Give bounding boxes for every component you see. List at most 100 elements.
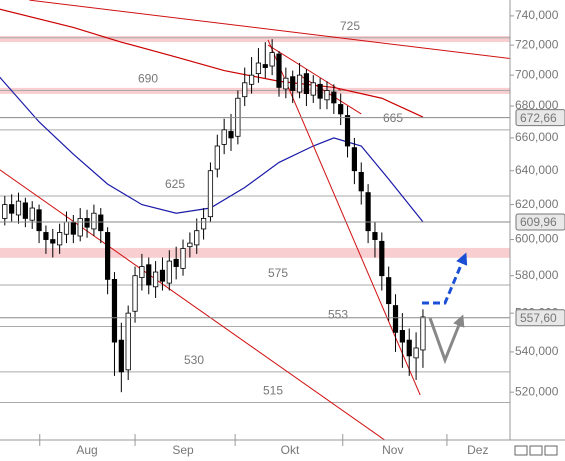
candle-body [269, 52, 275, 67]
zone-band [0, 35, 510, 42]
x-tick-label: Dez [467, 443, 488, 457]
candle-body [159, 269, 166, 282]
candle-body [248, 74, 255, 85]
candle-body [290, 76, 296, 91]
candle-body [262, 64, 268, 68]
price-marker-box [515, 109, 565, 127]
zone-band [0, 247, 510, 258]
candle-body [358, 171, 364, 192]
y-tick-label: 540,000 [515, 344, 559, 358]
trend-line [29, 0, 510, 60]
level-label: 530 [184, 353, 204, 367]
candle-body [413, 347, 419, 359]
forecast-arrow-gray [428, 314, 465, 365]
candle-body [29, 207, 35, 221]
x-tick-label: Nov [382, 443, 403, 457]
candle-body [221, 129, 227, 145]
x-tick-label: Okt [281, 443, 300, 457]
candle-body [180, 248, 186, 269]
candle-body [9, 204, 15, 214]
y-tick-label: 680,000 [515, 98, 559, 112]
candle-body [372, 232, 378, 240]
candle-body [91, 212, 97, 230]
candle-body [338, 104, 344, 115]
plot-area [0, 0, 510, 440]
candle-body [105, 232, 111, 280]
level-label: 575 [268, 266, 288, 280]
candle-body [2, 204, 8, 219]
candle-body [166, 260, 172, 284]
candle-body [98, 214, 104, 232]
icon[interactable] [514, 445, 528, 456]
candle-body [63, 221, 70, 235]
candle-body [317, 83, 323, 99]
candle-body [173, 258, 179, 267]
axes: 520,000540,000560,000580,000600,000620,0… [0, 8, 565, 457]
x-tick-label: Sep [172, 443, 194, 457]
trend-lines [0, 0, 510, 440]
level-label: 725 [340, 19, 360, 33]
moving-average [0, 8, 424, 118]
candle-body [77, 218, 83, 237]
price-marker-box [515, 309, 565, 327]
candle-body [43, 232, 49, 240]
candle-body [200, 218, 207, 230]
trend-line [267, 39, 421, 396]
candle-body [303, 73, 310, 94]
price-marker-label: 672,66 [520, 111, 557, 125]
candle-body [132, 275, 138, 312]
candle-body [399, 330, 405, 343]
candle-body [379, 240, 385, 277]
trend-line [267, 44, 341, 91]
level-label: 515 [263, 384, 283, 398]
candle-body [118, 339, 124, 373]
candle-body [194, 230, 200, 246]
candle-body [344, 115, 351, 147]
candle-body [296, 74, 303, 93]
forecast-arrow-up [422, 252, 468, 305]
candle-body [406, 339, 412, 357]
candle-body [36, 209, 42, 232]
candle-body [84, 218, 90, 228]
y-tick-label: 640,000 [515, 163, 559, 177]
trend-line [0, 169, 386, 440]
candle-body [228, 131, 234, 139]
y-tick-label: 660,000 [515, 130, 559, 144]
candle-body [365, 192, 371, 232]
icon[interactable] [529, 445, 543, 456]
trend-line [299, 74, 362, 115]
candle-body [50, 239, 56, 244]
candle-body [111, 278, 118, 343]
candle-body [386, 277, 392, 305]
candle-body [331, 91, 337, 104]
candle-body [214, 145, 220, 170]
icon[interactable] [544, 445, 558, 456]
candle-body [276, 53, 282, 88]
moving-average [0, 76, 424, 223]
y-tick-label: 740,000 [515, 8, 559, 22]
candle-body [15, 200, 22, 216]
price-marker-label: 557,60 [520, 311, 557, 325]
candle-body [187, 242, 193, 248]
candles [2, 39, 426, 393]
price-marker-box [515, 213, 565, 231]
price-marker-label: 609,96 [520, 215, 557, 229]
level-label: 553 [328, 308, 348, 322]
candle-body [125, 312, 131, 371]
candle-body [153, 271, 159, 288]
candle-body [146, 264, 152, 286]
candle-body [139, 266, 145, 278]
y-tick-label: 580,000 [515, 268, 559, 282]
candle-body [22, 202, 28, 219]
candle-body [57, 232, 63, 246]
candle-body [207, 170, 214, 218]
y-tick-label: 600,000 [515, 232, 559, 246]
level-label: 690 [138, 72, 158, 86]
y-tick-label: 520,000 [515, 384, 559, 398]
candle-body [283, 77, 289, 90]
y-tick-label: 620,000 [515, 197, 559, 211]
scroll-icons[interactable] [514, 445, 558, 456]
candle-body [70, 221, 76, 235]
